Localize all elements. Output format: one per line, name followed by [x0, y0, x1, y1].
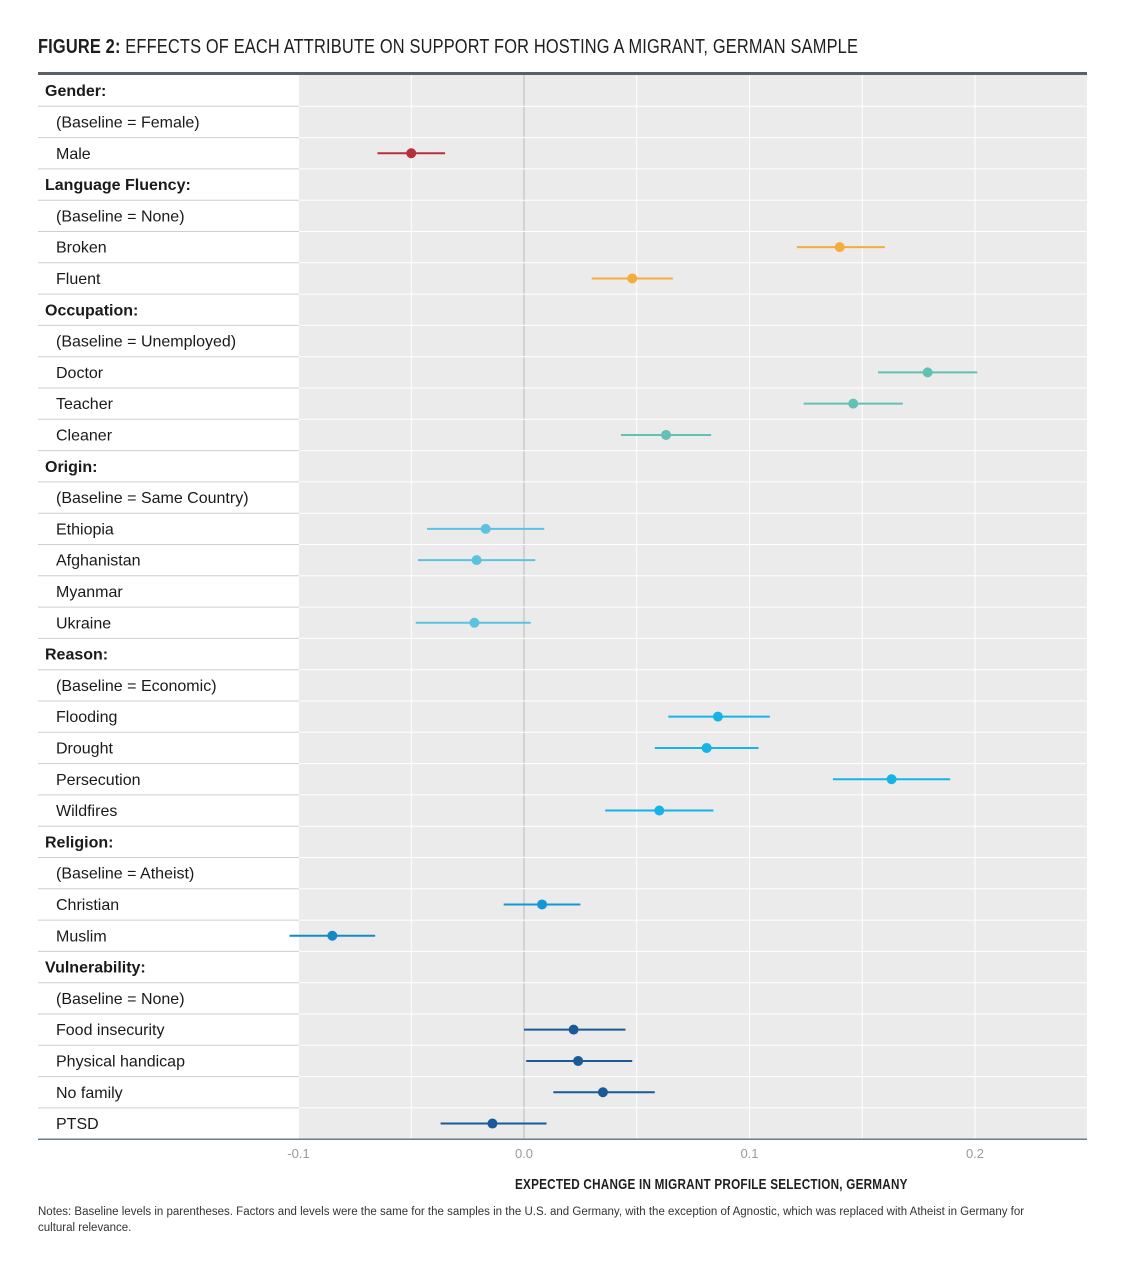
point-estimate	[654, 805, 665, 816]
x-tick-label: 0.0	[515, 1146, 533, 1161]
x-axis-title: EXPECTED CHANGE IN MIGRANT PROFILE SELEC…	[515, 1176, 908, 1193]
point-estimate	[922, 367, 933, 378]
row-label: Muslim	[56, 928, 107, 945]
row-label: Origin:	[45, 459, 97, 476]
point-estimate	[327, 930, 338, 941]
x-tick-label: -0.1	[287, 1146, 309, 1161]
row-label: (Baseline = Female)	[56, 114, 200, 131]
row-label: (Baseline = Atheist)	[56, 866, 194, 883]
row-label: Occupation:	[45, 302, 138, 319]
figure-label: FIGURE 2:	[38, 36, 121, 58]
point-estimate	[469, 617, 480, 628]
row-label: Myanmar	[56, 584, 123, 601]
row-label: Language Fluency:	[45, 177, 191, 194]
row-label: (Baseline = None)	[56, 208, 185, 225]
figure-notes: Notes: Baseline levels in parentheses. F…	[38, 1206, 1025, 1234]
row-label: Flooding	[56, 709, 117, 726]
point-estimate	[487, 1118, 498, 1129]
point-estimate	[886, 774, 897, 785]
point-estimate	[701, 742, 712, 753]
row-label: Physical handicap	[56, 1053, 185, 1070]
row-label: Gender:	[45, 83, 106, 100]
row-label: Food insecurity	[56, 1022, 165, 1039]
row-label: Christian	[56, 897, 119, 914]
row-label: Ethiopia	[56, 521, 114, 538]
point-estimate	[406, 148, 417, 159]
point-estimate	[480, 523, 491, 534]
row-label: PTSD	[56, 1116, 99, 1133]
row-label: (Baseline = Same Country)	[56, 490, 249, 507]
row-label: Vulnerability:	[45, 960, 146, 977]
point-estimate	[471, 555, 482, 566]
row-label: Reason:	[45, 647, 108, 664]
point-estimate	[712, 711, 723, 722]
row-label: Ukraine	[56, 615, 111, 632]
row-label: Cleaner	[56, 427, 113, 444]
row-label: Teacher	[56, 396, 114, 413]
point-estimate	[537, 899, 548, 910]
figure-title: FIGURE 2: EFFECTS OF EACH ATTRIBUTE ON S…	[38, 36, 907, 62]
point-estimate	[661, 429, 672, 440]
row-label: Drought	[56, 740, 113, 757]
point-estimate	[568, 1024, 579, 1035]
figure-title-text: EFFECTS OF EACH ATTRIBUTE ON SUPPORT FOR…	[125, 36, 859, 58]
row-label: (Baseline = Unemployed)	[56, 334, 236, 351]
row-label: Religion:	[45, 834, 113, 851]
row-label: Broken	[56, 240, 107, 257]
row-label: (Baseline = Economic)	[56, 678, 217, 695]
row-label: Persecution	[56, 772, 141, 789]
title-rule	[38, 72, 1087, 75]
point-estimate	[627, 273, 638, 284]
x-tick-label: 0.1	[740, 1146, 758, 1161]
point-estimate	[597, 1087, 608, 1098]
row-label: Fluent	[56, 271, 101, 288]
row-label: No family	[56, 1085, 123, 1102]
row-label: (Baseline = None)	[56, 991, 185, 1008]
row-label: Doctor	[56, 365, 104, 382]
x-tick-label: 0.2	[966, 1146, 984, 1161]
point-estimate	[848, 398, 859, 409]
row-label: Male	[56, 146, 91, 163]
point-estimate	[573, 1055, 584, 1066]
row-label: Wildfires	[56, 803, 117, 820]
row-label: Afghanistan	[56, 553, 141, 570]
point-estimate	[834, 242, 845, 253]
